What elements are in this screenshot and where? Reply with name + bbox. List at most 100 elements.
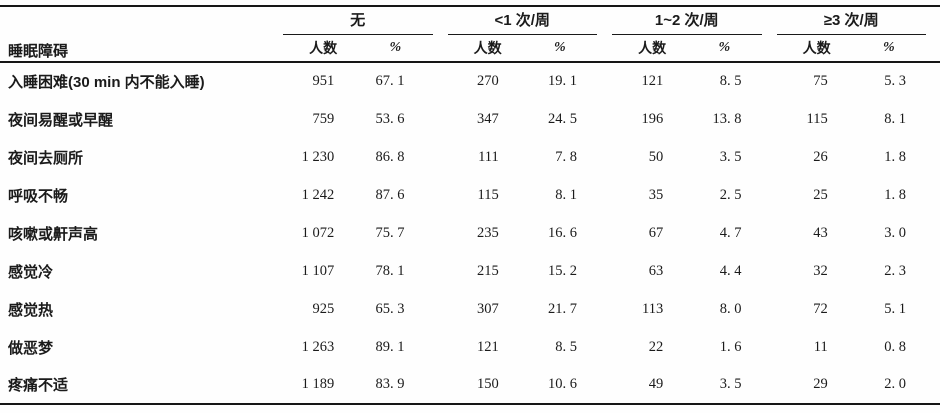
cell-percent-lt1: 8. 1	[555, 186, 577, 203]
cell-count-1to2: 22	[648, 338, 664, 355]
row-label: 呼吸不畅	[8, 187, 69, 205]
cell-count-none: 1 242	[301, 186, 335, 203]
cell-percent-lt1: 15. 2	[548, 262, 577, 279]
cell-percent-lt1: 8. 5	[555, 338, 577, 355]
cell-percent-none: 65. 3	[375, 300, 405, 317]
cell-count-1to2: 113	[642, 300, 664, 317]
cell-count-1to2: 196	[641, 110, 664, 127]
cell-count-none: 925	[312, 300, 335, 317]
cell-percent-none: 53. 6	[375, 110, 405, 127]
cell-percent-ge3: 2. 3	[884, 262, 906, 279]
cell-percent-1to2: 8. 0	[719, 300, 742, 317]
row-label: 感觉冷	[8, 263, 54, 281]
table-row: 入睡困难(30 min 内不能入睡) 951 67. 1 270 19. 1 1…	[0, 62, 940, 100]
cell-percent-ge3: 1. 8	[884, 186, 906, 203]
cell-count-none: 1 263	[301, 338, 335, 355]
cell-percent-1to2: 8. 5	[719, 73, 742, 89]
cell-count-lt1: 111	[478, 148, 499, 165]
cell-percent-lt1: 16. 6	[548, 224, 577, 241]
cell-count-ge3: 72	[813, 300, 828, 317]
cell-count-none: 1 072	[301, 224, 335, 241]
cell-count-none: 1 107	[301, 262, 335, 279]
cell-count-ge3: 25	[813, 186, 828, 203]
cell-percent-1to2: 4. 7	[719, 224, 742, 241]
row-label: 夜间去厕所	[8, 149, 84, 167]
subheader-percent: %	[364, 35, 447, 63]
table-row: 疼痛不适 1 189 83. 9 150 10. 6 49 3. 5 29 2.…	[0, 366, 940, 404]
cell-percent-lt1: 24. 5	[548, 110, 577, 127]
subheader-percent: %	[528, 35, 611, 63]
table-header: 睡眠障碍 无 <1 次/周 1~2 次/周 ≥3 次/周 人数 % 人数	[0, 6, 940, 63]
group-label: ≥3 次/周	[776, 9, 926, 35]
cell-count-1to2: 121	[641, 73, 664, 89]
group-header-none: 无	[282, 6, 447, 35]
cell-percent-1to2: 3. 5	[719, 376, 742, 392]
cell-percent-none: 89. 1	[375, 338, 405, 355]
group-header-ge3-per-week: ≥3 次/周	[776, 6, 940, 35]
cell-percent-lt1: 19. 1	[548, 73, 577, 89]
cell-percent-ge3: 0. 8	[884, 338, 906, 355]
cell-count-ge3: 43	[813, 224, 828, 241]
cell-count-none: 759	[312, 110, 335, 127]
sleep-disorder-frequency-table: 睡眠障碍 无 <1 次/周 1~2 次/周 ≥3 次/周 人数 % 人数	[0, 5, 940, 405]
cell-count-none: 951	[312, 73, 335, 89]
cell-percent-1to2: 13. 8	[712, 110, 742, 127]
cell-percent-1to2: 2. 5	[719, 186, 742, 203]
cell-count-lt1: 150	[477, 376, 499, 392]
row-label: 做恶梦	[8, 339, 54, 357]
cell-count-none: 1 230	[301, 148, 335, 165]
cell-percent-ge3: 5. 3	[884, 73, 906, 89]
cell-percent-1to2: 3. 5	[719, 148, 742, 165]
cell-percent-ge3: 5. 1	[884, 300, 906, 317]
group-label: <1 次/周	[447, 9, 597, 35]
cell-percent-lt1: 21. 7	[548, 300, 577, 317]
group-label: 无	[283, 9, 433, 35]
cell-count-ge3: 75	[813, 73, 828, 89]
table-row: 感觉冷 1 107 78. 1 215 15. 2 63 4. 4 32 2. …	[0, 252, 940, 290]
cell-count-ge3: 26	[813, 148, 828, 165]
cell-percent-1to2: 4. 4	[719, 262, 742, 279]
cell-percent-none: 87. 6	[375, 186, 405, 203]
subheader-count: 人数	[282, 35, 365, 63]
cell-count-1to2: 50	[648, 148, 664, 165]
group-header-lt1-per-week: <1 次/周	[447, 6, 612, 35]
cell-count-1to2: 67	[648, 224, 664, 241]
cell-count-lt1: 115	[477, 186, 499, 203]
cell-count-lt1: 347	[477, 110, 499, 127]
cell-percent-1to2: 1. 6	[719, 338, 742, 355]
cell-count-ge3: 115	[806, 110, 828, 127]
cell-count-1to2: 49	[648, 376, 664, 392]
subheader-row: 人数 % 人数 % 人数 % 人数 %	[0, 35, 940, 63]
cell-percent-none: 75. 7	[375, 224, 405, 241]
table-row: 感觉热 925 65. 3 307 21. 7 113 8. 0 72 5. 1	[0, 290, 940, 328]
cell-count-lt1: 121	[477, 338, 499, 355]
cell-count-lt1: 270	[477, 73, 499, 89]
cell-percent-ge3: 3. 0	[884, 224, 906, 241]
cell-percent-ge3: 8. 1	[884, 110, 906, 127]
cell-count-lt1: 307	[477, 300, 499, 317]
cell-percent-lt1: 7. 8	[555, 148, 577, 165]
cell-count-none: 1 189	[301, 376, 335, 392]
row-label: 夜间易醒或早醒	[8, 111, 114, 129]
cell-count-1to2: 35	[648, 186, 664, 203]
group-label: 1~2 次/周	[612, 9, 762, 35]
subheader-count: 人数	[446, 35, 529, 63]
cell-percent-none: 83. 9	[375, 376, 405, 392]
cell-count-1to2: 63	[648, 262, 664, 279]
subheader-count: 人数	[611, 35, 694, 63]
subheader-percent: %	[857, 35, 940, 63]
cell-percent-none: 86. 8	[375, 148, 405, 165]
cell-percent-none: 67. 1	[375, 73, 405, 89]
row-label: 疼痛不适	[8, 377, 69, 394]
subheader-percent: %	[693, 35, 776, 63]
group-header-1to2-per-week: 1~2 次/周	[611, 6, 776, 35]
row-header-cell: 睡眠障碍	[0, 6, 282, 63]
cell-percent-ge3: 2. 0	[884, 376, 906, 392]
table-row: 夜间易醒或早醒 759 53. 6 347 24. 5 196 13. 8 11…	[0, 100, 940, 138]
cell-percent-ge3: 1. 8	[884, 148, 906, 165]
cell-count-lt1: 235	[477, 224, 499, 241]
row-label: 感觉热	[8, 301, 54, 319]
row-label: 咳嗽或鼾声高	[8, 225, 99, 243]
table-row: 呼吸不畅 1 242 87. 6 115 8. 1 35 2. 5 25 1. …	[0, 176, 940, 214]
